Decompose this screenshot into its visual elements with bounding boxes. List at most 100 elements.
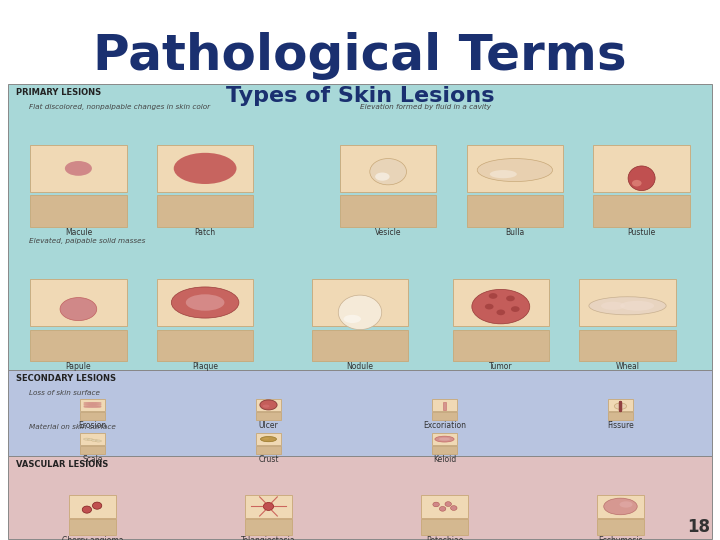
- Ellipse shape: [511, 306, 520, 312]
- Text: Pustule: Pustule: [627, 228, 656, 237]
- Text: Bulla: Bulla: [505, 228, 524, 237]
- Ellipse shape: [370, 159, 407, 185]
- Text: Petechiae: Petechiae: [426, 536, 463, 540]
- Text: Erosion: Erosion: [78, 421, 107, 430]
- Bar: [608, 412, 633, 420]
- Bar: [340, 145, 436, 192]
- Ellipse shape: [439, 437, 450, 441]
- Ellipse shape: [263, 438, 269, 440]
- Text: Keloid: Keloid: [433, 455, 456, 464]
- Bar: [453, 329, 549, 361]
- Bar: [157, 195, 253, 227]
- Bar: [312, 329, 408, 361]
- Bar: [593, 195, 690, 227]
- Text: Telangiectasia: Telangiectasia: [241, 536, 296, 540]
- Ellipse shape: [264, 503, 274, 510]
- Text: Material on skin surface: Material on skin surface: [29, 424, 116, 430]
- Bar: [443, 402, 446, 410]
- Bar: [30, 329, 127, 361]
- Text: Ecchymosis: Ecchymosis: [598, 536, 643, 540]
- Bar: [580, 279, 676, 326]
- Text: Excoriation: Excoriation: [423, 421, 466, 430]
- Bar: [157, 329, 253, 361]
- Bar: [80, 399, 105, 411]
- Bar: [8, 84, 712, 370]
- Bar: [80, 412, 105, 420]
- Ellipse shape: [445, 502, 451, 507]
- Ellipse shape: [95, 440, 102, 442]
- Bar: [608, 399, 633, 411]
- Ellipse shape: [84, 402, 102, 404]
- Text: Tumor: Tumor: [489, 362, 513, 371]
- Ellipse shape: [82, 506, 91, 513]
- Text: Crust: Crust: [258, 455, 279, 464]
- Text: Scale: Scale: [82, 455, 103, 464]
- Ellipse shape: [263, 404, 269, 408]
- Bar: [256, 399, 281, 411]
- Bar: [580, 329, 676, 361]
- Bar: [467, 195, 563, 227]
- Bar: [30, 195, 127, 227]
- Text: PRIMARY LESIONS: PRIMARY LESIONS: [16, 87, 101, 97]
- Ellipse shape: [601, 302, 625, 310]
- Ellipse shape: [439, 507, 446, 511]
- Ellipse shape: [84, 406, 102, 408]
- Text: Types of Skin Lesions: Types of Skin Lesions: [226, 86, 494, 106]
- Text: Plaque: Plaque: [192, 362, 218, 371]
- Ellipse shape: [60, 298, 96, 321]
- Ellipse shape: [171, 287, 239, 318]
- Ellipse shape: [489, 293, 498, 299]
- Bar: [30, 279, 127, 326]
- Bar: [432, 446, 456, 454]
- Ellipse shape: [260, 400, 277, 410]
- Text: Papule: Papule: [66, 362, 91, 371]
- Text: VASCULAR LESIONS: VASCULAR LESIONS: [16, 460, 108, 469]
- Ellipse shape: [477, 159, 552, 181]
- Bar: [467, 145, 563, 192]
- Bar: [597, 519, 644, 535]
- Bar: [256, 446, 281, 454]
- Ellipse shape: [620, 301, 654, 310]
- Text: Macule: Macule: [65, 228, 92, 237]
- Ellipse shape: [433, 502, 439, 507]
- Text: Vesicle: Vesicle: [375, 228, 402, 237]
- Bar: [421, 495, 468, 518]
- Bar: [30, 145, 127, 192]
- Ellipse shape: [589, 297, 666, 315]
- Ellipse shape: [343, 315, 361, 323]
- Bar: [246, 495, 292, 518]
- Ellipse shape: [506, 295, 515, 301]
- Text: Loss of skin surface: Loss of skin surface: [29, 390, 100, 396]
- Bar: [421, 519, 468, 535]
- Ellipse shape: [92, 502, 102, 509]
- Bar: [597, 495, 644, 518]
- Ellipse shape: [614, 403, 626, 409]
- Bar: [69, 519, 116, 535]
- Bar: [432, 433, 456, 445]
- Bar: [69, 495, 116, 518]
- Text: Cherry angioma: Cherry angioma: [62, 536, 123, 540]
- Ellipse shape: [91, 440, 97, 441]
- Bar: [453, 279, 549, 326]
- Bar: [432, 412, 456, 420]
- Text: Pathological Terms: Pathological Terms: [93, 32, 627, 80]
- Ellipse shape: [87, 438, 94, 441]
- Ellipse shape: [497, 309, 505, 315]
- Ellipse shape: [604, 498, 637, 515]
- Bar: [256, 433, 281, 445]
- Ellipse shape: [84, 438, 90, 440]
- Bar: [8, 370, 712, 456]
- Text: Patch: Patch: [194, 228, 216, 237]
- Bar: [432, 399, 456, 411]
- Bar: [246, 519, 292, 535]
- Ellipse shape: [375, 172, 390, 181]
- Ellipse shape: [65, 161, 92, 176]
- Bar: [157, 145, 253, 192]
- Ellipse shape: [261, 436, 276, 442]
- Ellipse shape: [632, 180, 642, 186]
- Ellipse shape: [619, 501, 633, 508]
- Text: Fissure: Fissure: [607, 421, 634, 430]
- Bar: [8, 456, 712, 539]
- Ellipse shape: [84, 404, 102, 406]
- Ellipse shape: [451, 505, 457, 510]
